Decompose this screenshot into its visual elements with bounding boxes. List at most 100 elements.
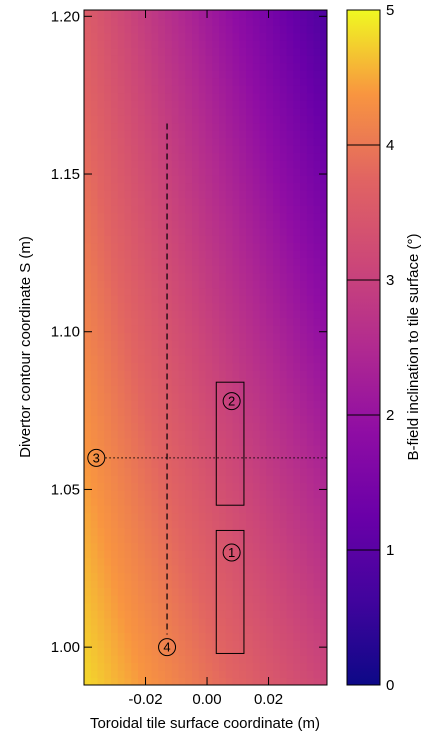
heatmap-cell [252, 137, 261, 146]
heatmap-cell [205, 355, 213, 364]
heatmap-cell [232, 415, 240, 424]
heatmap-cell [266, 190, 274, 199]
heatmap-cell [286, 302, 294, 311]
heatmap-cell [239, 557, 247, 566]
heatmap-cell [286, 632, 294, 641]
heatmap-cell [279, 190, 288, 199]
heatmap-cell [185, 295, 193, 304]
heatmap-cell [111, 257, 119, 266]
heatmap-cell [97, 85, 105, 94]
heatmap-cell [300, 197, 308, 206]
heatmap-cell [239, 550, 247, 559]
heatmap-cell [198, 220, 207, 229]
heatmap-cell [171, 505, 180, 514]
heatmap-cell [117, 62, 126, 71]
heatmap-cell [320, 317, 327, 326]
heatmap-cell [300, 167, 308, 176]
heatmap-cell [117, 295, 126, 304]
heatmap-cell [219, 250, 227, 259]
heatmap-cell [151, 10, 159, 19]
heatmap-cell [320, 535, 327, 544]
heatmap-cell [246, 662, 254, 671]
heatmap-cell [158, 167, 166, 176]
heatmap-cell [225, 287, 234, 296]
heatmap-cell [313, 377, 321, 386]
heatmap-cell [117, 392, 126, 401]
heatmap-cell [205, 587, 213, 596]
heatmap-cell [104, 280, 112, 289]
heatmap-cell [178, 475, 186, 484]
heatmap-cell [225, 85, 234, 94]
heatmap-cell [165, 452, 173, 461]
heatmap-cell [104, 482, 112, 491]
heatmap-cell [124, 227, 132, 236]
heatmap-cell [151, 602, 159, 611]
heatmap-cell [97, 512, 105, 521]
heatmap-cell [151, 497, 159, 506]
heatmap-cell [124, 415, 132, 424]
heatmap-cell [252, 152, 261, 161]
heatmap-cell [313, 190, 321, 199]
heatmap-cell [84, 617, 92, 626]
heatmap-cell [165, 287, 173, 296]
heatmap-cell [219, 610, 227, 619]
heatmap-cell [158, 197, 166, 206]
heatmap-cell [192, 587, 200, 596]
heatmap-cell [293, 362, 301, 371]
heatmap-cell [306, 310, 315, 319]
heatmap-cell [246, 227, 254, 236]
heatmap-cell [205, 572, 213, 581]
x-tick-label: 0.00 [192, 691, 221, 708]
heatmap-cell [84, 152, 92, 161]
heatmap-cell [313, 280, 321, 289]
heatmap-cell [239, 407, 247, 416]
heatmap-cell [138, 130, 146, 139]
heatmap-cell [205, 557, 213, 566]
heatmap-cell [225, 190, 234, 199]
heatmap-cell [144, 565, 153, 574]
heatmap-cell [293, 467, 301, 476]
heatmap-cell [286, 70, 294, 79]
heatmap-cell [171, 655, 180, 664]
heatmap-cell [320, 250, 327, 259]
heatmap-cell [104, 70, 112, 79]
heatmap-cell [279, 160, 288, 169]
heatmap-cell [252, 17, 261, 26]
heatmap-cell [124, 475, 132, 484]
heatmap-cell [219, 47, 227, 56]
heatmap-cell [212, 220, 220, 229]
heatmap-cell [151, 460, 159, 469]
heatmap-cell [131, 647, 139, 656]
heatmap-cell [252, 190, 261, 199]
heatmap-cell [205, 497, 213, 506]
heatmap-cell [232, 115, 240, 124]
heatmap-cell [165, 130, 173, 139]
heatmap-cell [124, 437, 132, 446]
heatmap-cell [144, 460, 153, 469]
heatmap-cell [212, 190, 220, 199]
heatmap-cell [165, 227, 173, 236]
heatmap-cell [259, 497, 267, 506]
heatmap-cell [205, 25, 213, 34]
heatmap-cell [138, 242, 146, 251]
heatmap-cell [90, 587, 99, 596]
heatmap-cell [104, 107, 112, 116]
heatmap-cell [273, 10, 281, 19]
heatmap-cell [84, 647, 92, 656]
heatmap-cell [313, 550, 321, 559]
heatmap-cell [246, 670, 254, 679]
heatmap-cell [124, 250, 132, 259]
heatmap-cell [124, 197, 132, 206]
heatmap-cell [293, 295, 301, 304]
heatmap-cell [293, 280, 301, 289]
heatmap-cell [300, 505, 308, 514]
heatmap-cell [178, 595, 186, 604]
heatmap-cell [273, 272, 281, 281]
heatmap-cell [293, 107, 301, 116]
heatmap-cell [259, 70, 267, 79]
heatmap-cell [212, 370, 220, 379]
heatmap-cell [273, 40, 281, 49]
heatmap-cell [266, 392, 274, 401]
heatmap-cell [104, 490, 112, 499]
heatmap-cell [158, 647, 166, 656]
